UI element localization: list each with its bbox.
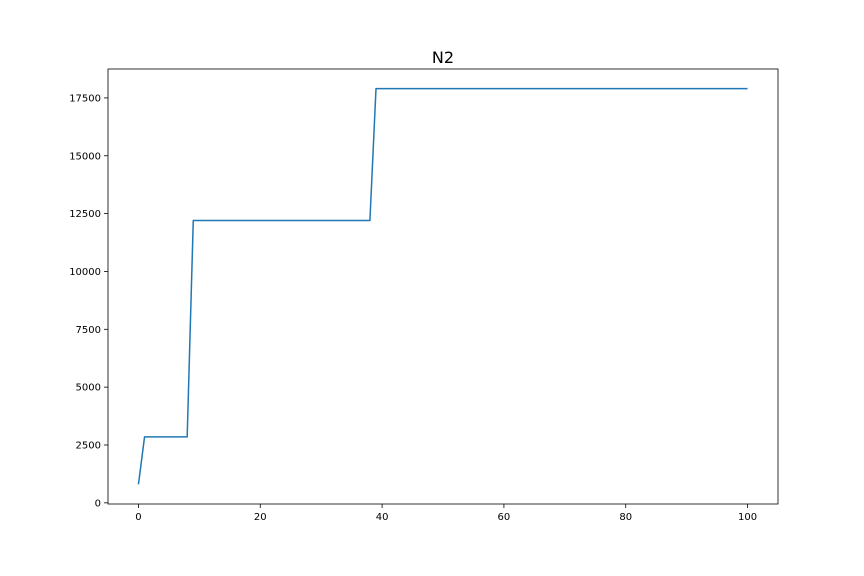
y-tick-label: 12500	[69, 209, 101, 220]
y-axis: 0 2500 5000 7500 10000 12500 15000 17500	[69, 93, 108, 509]
x-axis: 0 20 40 60 80 100	[135, 504, 757, 523]
x-tick-label: 0	[135, 512, 141, 523]
chart-title: N2	[432, 48, 454, 67]
y-tick-label: 15000	[69, 151, 101, 162]
x-tick-label: 40	[376, 512, 389, 523]
y-tick-label: 5000	[76, 383, 101, 394]
series-line	[137, 87, 748, 485]
y-tick-label: 10000	[69, 267, 101, 278]
y-tick-label: 17500	[69, 93, 101, 104]
series-group	[137, 87, 748, 485]
y-tick-label: 0	[95, 498, 101, 509]
x-tick-label: 100	[738, 512, 757, 523]
x-tick-label: 60	[498, 512, 511, 523]
y-tick-label: 7500	[76, 325, 101, 336]
x-tick-label: 20	[254, 512, 267, 523]
y-tick-label: 2500	[76, 440, 101, 451]
plot-area-frame	[107, 68, 779, 505]
x-tick-label: 80	[619, 512, 632, 523]
